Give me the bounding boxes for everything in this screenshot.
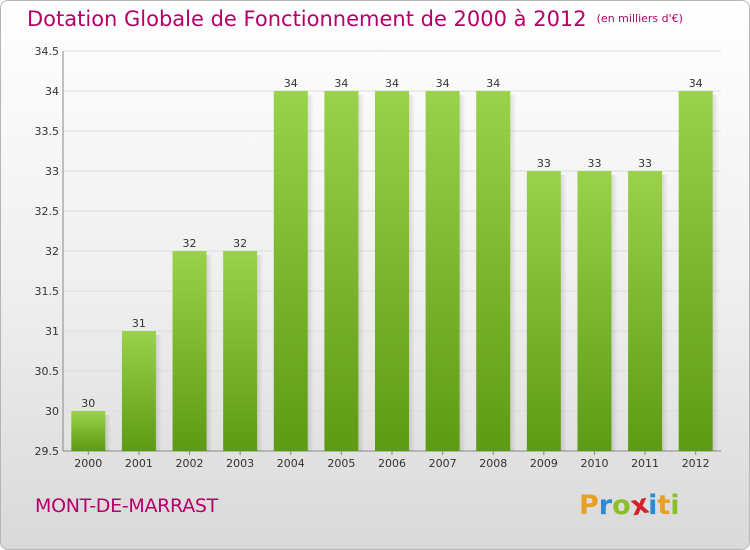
y-tick-label: 31.5	[35, 285, 60, 298]
logo-letter: P	[579, 490, 599, 521]
data-labels: 30 31 32 32 34 34 34 34 34 33 33 33 34	[81, 77, 702, 410]
bar-shadow	[358, 95, 365, 451]
y-tick-label: 30	[45, 405, 59, 418]
x-tick-label: 2005	[327, 457, 355, 470]
logo-letter: o	[612, 490, 631, 521]
logo-letter: t	[657, 490, 671, 521]
x-tick-label: 2007	[429, 457, 457, 470]
bar-shadow	[307, 95, 314, 451]
bar	[425, 91, 460, 451]
bar	[273, 91, 308, 451]
bar	[577, 171, 612, 451]
bar	[324, 91, 359, 451]
x-tick-label: 2004	[277, 457, 305, 470]
bar	[476, 91, 511, 451]
y-tick-label: 30.5	[35, 365, 60, 378]
logo-letter: i	[670, 490, 680, 521]
y-tick-label: 31	[45, 325, 59, 338]
x-tick-label: 2010	[580, 457, 608, 470]
proxiti-logo: Proxiti	[579, 489, 680, 523]
bar-shadow	[662, 175, 669, 451]
data-label: 34	[689, 77, 703, 90]
chart-title: Dotation Globale de Fonctionnement de 20…	[27, 7, 683, 31]
bar-shadow	[560, 175, 567, 451]
x-tick-label: 2006	[378, 457, 406, 470]
bar-shadow	[409, 95, 415, 451]
bar	[678, 91, 713, 451]
bar-shadow	[712, 95, 719, 451]
bar	[375, 91, 409, 451]
x-tick-label: 2011	[631, 457, 659, 470]
chart-title-text: Dotation Globale de Fonctionnement de 20…	[27, 7, 587, 31]
data-label: 33	[537, 157, 551, 170]
data-label: 31	[132, 317, 146, 330]
bar-shadow	[510, 95, 517, 451]
logo-letter: i	[648, 490, 658, 521]
x-tick-labels: 2000 2001 2002 2003 2004 2005 2006 2007 2008 2009…	[74, 457, 709, 470]
x-tick-label: 2002	[176, 457, 204, 470]
bar-shadow	[206, 255, 213, 451]
x-tick-label: 2008	[479, 457, 507, 470]
data-label: 34	[436, 77, 450, 90]
x-tick-label: 2000	[74, 457, 102, 470]
data-label: 32	[233, 237, 247, 250]
y-tick-label: 34.5	[35, 45, 60, 58]
data-label: 34	[284, 77, 298, 90]
data-label: 33	[587, 157, 601, 170]
data-label: 34	[385, 77, 399, 90]
data-label: 34	[334, 77, 348, 90]
logo-letter: r	[598, 490, 613, 521]
x-tick-label: 2012	[682, 457, 710, 470]
bar	[121, 331, 156, 451]
y-tick-label: 29.5	[35, 445, 60, 458]
y-tick-label: 32.5	[35, 205, 60, 218]
y-tick-label: 33	[45, 165, 59, 178]
bar-shadow	[105, 415, 112, 451]
bar-shadow	[155, 335, 162, 451]
x-tick-label: 2003	[226, 457, 254, 470]
chart-unit: (en milliers d'€)	[596, 12, 683, 25]
bars	[71, 91, 719, 451]
data-label: 33	[638, 157, 652, 170]
data-label: 30	[81, 397, 95, 410]
y-tick-label: 32	[45, 245, 59, 258]
x-tick-label: 2009	[530, 457, 558, 470]
bar	[526, 171, 561, 451]
y-tick-label: 33.5	[35, 125, 60, 138]
data-label: 34	[486, 77, 500, 90]
y-tick-labels: 29.5 30 30.5 31 31.5 32 32.5 33 33.5 34 34.5	[35, 45, 60, 458]
y-tick-label: 34	[45, 85, 59, 98]
commune-name: MONT-DE-MARRAST	[35, 495, 218, 517]
data-label: 32	[183, 237, 197, 250]
bar	[223, 251, 258, 451]
bar	[628, 171, 663, 451]
bar	[71, 411, 106, 451]
bar	[172, 251, 207, 451]
x-tick-label: 2001	[125, 457, 153, 470]
bar-shadow	[257, 255, 264, 451]
bar-shadow	[459, 95, 466, 451]
bar-shadow	[611, 175, 618, 451]
